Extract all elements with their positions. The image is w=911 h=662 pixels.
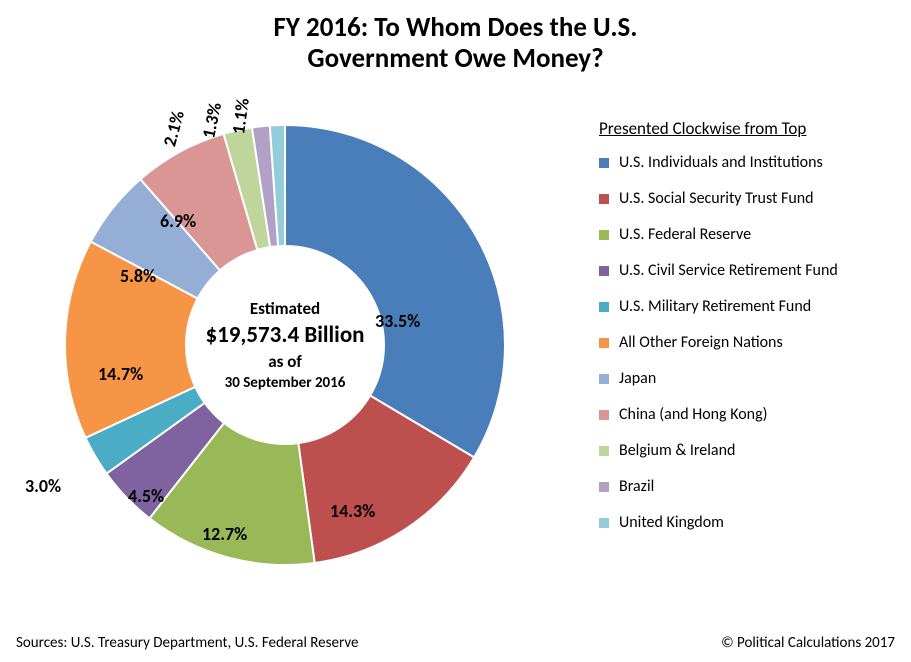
legend-swatch-2: [599, 230, 609, 240]
legend-item-8: Belgium & Ireland: [599, 441, 889, 460]
chart-title: FY 2016: To Whom Does the U.S. Governmen…: [14, 12, 897, 74]
legend-swatch-10: [599, 518, 609, 528]
legend-label-8: Belgium & Ireland: [619, 441, 735, 460]
legend-item-0: U.S. Individuals and Institutions: [599, 153, 889, 172]
legend-label-2: U.S. Federal Reserve: [619, 225, 751, 244]
copyright-text: © Political Calculations 2017: [721, 634, 895, 652]
footer: Sources: U.S. Treasury Department, U.S. …: [16, 634, 895, 652]
legend: Presented Clockwise from Top U.S. Indivi…: [599, 118, 889, 549]
legend-label-1: U.S. Social Security Trust Fund: [619, 189, 814, 208]
legend-label-3: U.S. Civil Service Retirement Fund: [619, 261, 838, 280]
legend-swatch-0: [599, 158, 609, 168]
legend-label-0: U.S. Individuals and Institutions: [619, 153, 823, 172]
legend-label-4: U.S. Military Retirement Fund: [619, 297, 811, 316]
legend-swatch-3: [599, 266, 609, 276]
legend-item-2: U.S. Federal Reserve: [599, 225, 889, 244]
legend-item-9: Brazil: [599, 477, 889, 496]
legend-item-6: Japan: [599, 369, 889, 388]
legend-item-4: U.S. Military Retirement Fund: [599, 297, 889, 316]
donut-chart: [65, 125, 505, 565]
legend-swatch-8: [599, 446, 609, 456]
title-line2: Government Owe Money?: [14, 43, 897, 74]
legend-swatch-4: [599, 302, 609, 312]
legend-swatch-6: [599, 374, 609, 384]
legend-label-5: All Other Foreign Nations: [619, 333, 783, 352]
legend-swatch-7: [599, 410, 609, 420]
legend-item-1: U.S. Social Security Trust Fund: [599, 189, 889, 208]
chart-area: Estimated $19,573.4 Billion as of 30 Sep…: [20, 95, 580, 615]
legend-label-7: China (and Hong Kong): [619, 405, 767, 424]
legend-item-7: China (and Hong Kong): [599, 405, 889, 424]
slice-0: [285, 125, 505, 457]
legend-item-10: United Kingdom: [599, 513, 889, 532]
legend-label-6: Japan: [619, 369, 656, 388]
legend-swatch-9: [599, 482, 609, 492]
legend-label-10: United Kingdom: [619, 513, 724, 532]
sources-text: Sources: U.S. Treasury Department, U.S. …: [16, 634, 358, 652]
legend-swatch-5: [599, 338, 609, 348]
legend-item-5: All Other Foreign Nations: [599, 333, 889, 352]
legend-item-3: U.S. Civil Service Retirement Fund: [599, 261, 889, 280]
title-line1: FY 2016: To Whom Does the U.S.: [14, 12, 897, 43]
slice-pct-4: 3.0%: [25, 475, 61, 497]
legend-title: Presented Clockwise from Top: [599, 118, 889, 139]
chart-container: FY 2016: To Whom Does the U.S. Governmen…: [0, 0, 911, 662]
legend-label-9: Brazil: [619, 477, 654, 496]
legend-swatch-1: [599, 194, 609, 204]
